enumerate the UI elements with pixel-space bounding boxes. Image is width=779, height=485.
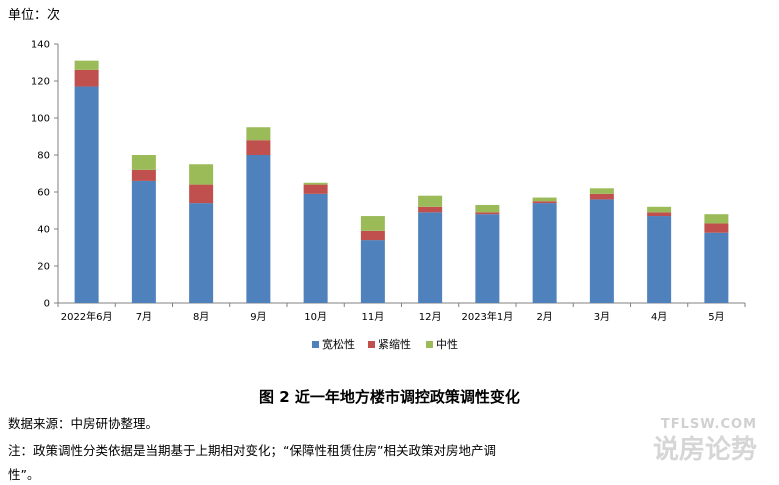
- x-tick-label: 2023年1月: [461, 310, 513, 323]
- bar-segment-loose: [589, 199, 614, 303]
- y-tick-label: 80: [37, 151, 50, 162]
- bar-segment-tight: [131, 169, 156, 181]
- bar-segment-loose: [704, 232, 729, 303]
- bar-segment-neutral: [589, 188, 614, 194]
- bar-segment-neutral: [532, 197, 557, 202]
- bar-segment-neutral: [647, 206, 672, 213]
- watermark-logo: TFLSW.COM 说房论势: [653, 418, 757, 463]
- legend-label: 中性: [436, 337, 458, 351]
- unit-label: 单位：次: [8, 8, 61, 23]
- bar-segment-tight: [704, 223, 729, 233]
- x-tick-label: 3月: [594, 311, 610, 323]
- x-tick-label: 10月: [304, 311, 327, 323]
- y-tick-label: 60: [37, 188, 50, 199]
- x-tick-label: 2022年6月: [61, 310, 113, 323]
- x-axis: 2022年6月 7月 8月 9月 10月 11月 12月 2023年1月 2月 3月 4月 5月: [61, 310, 725, 323]
- bar-segment-loose: [189, 203, 214, 303]
- x-tick-label: 5月: [708, 311, 724, 323]
- bar-segment-neutral: [189, 164, 214, 185]
- y-tick-label: 140: [31, 40, 50, 51]
- source-note: 数据来源：中房研协整理。: [8, 416, 159, 431]
- bar-segment-neutral: [360, 216, 385, 231]
- bar-series: [74, 60, 729, 303]
- y-tick-label: 20: [37, 262, 50, 273]
- stacked-bar-chart: 0 20 40 60 80 100 120 140 2022年6月 7月 8月 9月 10月 11月 12…: [31, 40, 746, 351]
- figure-caption: 图 2 近一年地方楼市调控政策调性变化: [259, 388, 520, 406]
- bar-segment-tight: [360, 230, 385, 241]
- bar-segment-tight: [589, 193, 614, 200]
- bar-segment-tight: [74, 69, 99, 87]
- bar-segment-neutral: [303, 182, 328, 185]
- y-tick-label: 0: [44, 299, 50, 310]
- bar-segment-loose: [647, 216, 672, 303]
- bar-segment-tight: [532, 201, 557, 204]
- bar-segment-tight: [189, 184, 214, 204]
- footnote-line-2: 性”。: [8, 467, 40, 482]
- bar-segment-tight: [246, 140, 271, 155]
- bar-segment-loose: [360, 240, 385, 303]
- bar-segment-loose: [418, 212, 443, 303]
- x-tick-label: 9月: [250, 311, 266, 323]
- watermark-text-cn: 说房论势: [652, 435, 757, 465]
- legend-swatch: [426, 341, 433, 348]
- bar-segment-loose: [74, 86, 99, 303]
- x-tick-label: 4月: [651, 311, 667, 323]
- legend-label: 宽松性: [322, 337, 355, 351]
- bar-segment-neutral: [131, 155, 156, 170]
- x-tick-label: 7月: [136, 311, 152, 323]
- bar-segment-loose: [532, 203, 557, 303]
- bar-segment-tight: [418, 206, 443, 213]
- bar-segment-neutral: [475, 204, 500, 213]
- y-tick-label: 100: [31, 114, 50, 125]
- x-tick-label: 12月: [419, 311, 442, 323]
- x-tick-label: 11月: [362, 311, 385, 323]
- watermark-text-en: TFLSW.COM: [660, 417, 757, 432]
- x-tick-label: 8月: [193, 311, 209, 323]
- footnote-line-1: 注：政策调性分类依据是当期基于上期相对变化；“保障性租赁住房”相关政策对房地产调: [8, 443, 496, 458]
- bar-segment-tight: [475, 212, 500, 215]
- bar-segment-neutral: [704, 214, 729, 224]
- legend-swatch: [368, 341, 375, 348]
- bar-segment-loose: [303, 193, 328, 303]
- bar-segment-loose: [246, 155, 271, 303]
- bar-segment-neutral: [74, 60, 99, 70]
- legend-label: 紧缩性: [378, 337, 411, 351]
- bar-segment-tight: [647, 212, 672, 217]
- y-axis: 0 20 40 60 80 100 120 140: [31, 40, 746, 310]
- legend: 宽松性 紧缩性 中性: [312, 337, 458, 351]
- bar-segment-neutral: [246, 127, 271, 141]
- y-tick-label: 40: [37, 225, 50, 236]
- y-tick-label: 120: [31, 77, 50, 88]
- bar-segment-neutral: [418, 195, 443, 207]
- bar-segment-loose: [131, 180, 156, 303]
- bar-segment-tight: [303, 184, 328, 194]
- x-tick-label: 2月: [536, 311, 552, 323]
- bar-segment-loose: [475, 214, 500, 303]
- legend-swatch: [312, 341, 319, 348]
